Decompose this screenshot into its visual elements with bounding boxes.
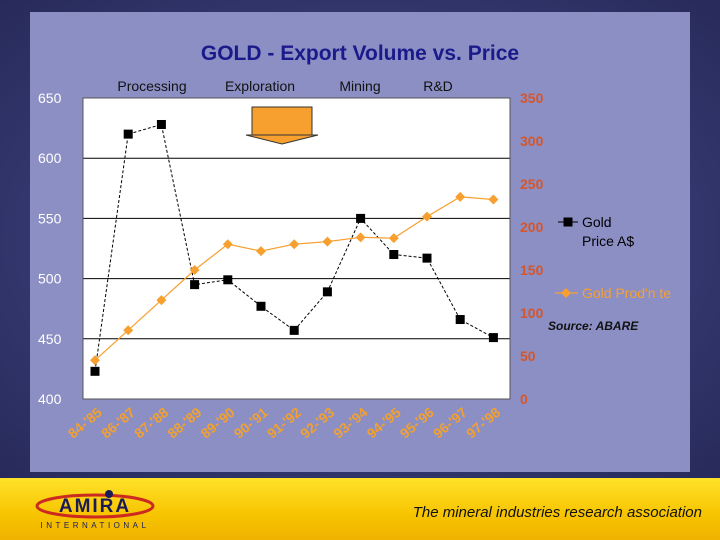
production-point — [488, 194, 499, 205]
amira-logo: AMIRA INTERNATIONAL — [35, 490, 155, 530]
production-point — [222, 239, 233, 250]
x-tick-label: 90-'91 — [231, 404, 271, 442]
x-tick-label: 97-'98 — [463, 404, 503, 442]
stage-label: Mining — [339, 78, 380, 94]
svg-text:AMIRA: AMIRA — [59, 496, 131, 517]
x-tick-label: 96-'97 — [430, 404, 470, 442]
footer-tagline: The mineral industries research associat… — [412, 504, 702, 521]
legend-production-label: Gold Prod'n te — [582, 285, 671, 301]
left-tick-label: 650 — [38, 90, 62, 106]
production-point — [455, 191, 466, 202]
plot-area — [83, 98, 510, 399]
production-point — [388, 233, 399, 244]
svg-text:INTERNATIONAL: INTERNATIONAL — [41, 521, 150, 530]
grid-lines — [82, 97, 511, 400]
legend-price-label-line1: Gold — [582, 214, 612, 230]
production-point — [156, 295, 167, 306]
series-layer — [90, 119, 499, 376]
price-point — [90, 366, 100, 376]
x-axis-ticks: 84-'8586-'8787-'8888-'8989-'9090-'9191-'… — [65, 404, 504, 442]
production-point — [422, 211, 432, 222]
right-tick-label: 200 — [520, 219, 544, 235]
x-tick-label: 84-'85 — [65, 404, 105, 442]
right-axis-ticks: 0 50 100 150 200 250 300 350 — [520, 90, 544, 407]
left-tick-label: 450 — [38, 331, 62, 347]
right-tick-label: 250 — [520, 176, 544, 192]
price-point — [256, 301, 266, 311]
legend-price-label-line2: Price A$ — [582, 233, 634, 249]
right-tick-label: 50 — [520, 348, 536, 364]
right-tick-label: 150 — [520, 262, 544, 278]
production-point — [90, 355, 100, 366]
price-point — [422, 253, 432, 263]
x-tick-label: 95-'96 — [397, 404, 437, 442]
right-tick-label: 100 — [520, 305, 544, 321]
source-note: Source: ABARE — [548, 319, 639, 333]
price-point — [389, 250, 399, 260]
price-point — [223, 275, 233, 285]
production-point — [189, 265, 200, 275]
production-point — [123, 325, 134, 336]
legend-price-marker — [563, 217, 573, 227]
production-point — [322, 236, 333, 247]
down-arrow-icon — [245, 106, 319, 145]
price-point — [289, 325, 299, 335]
legend-production-marker — [561, 288, 571, 298]
footer-bar: AMIRA INTERNATIONAL The mineral industri… — [0, 478, 720, 540]
right-tick-label: 0 — [520, 391, 528, 407]
left-axis-ticks: 400 450 500 550 600 650 — [38, 90, 62, 407]
x-tick-label: 93-'94 — [330, 404, 370, 442]
price-point — [156, 119, 166, 129]
right-tick-label: 350 — [520, 90, 544, 106]
price-point — [190, 280, 200, 290]
production-point — [355, 232, 366, 243]
x-tick-label: 94-'95 — [363, 404, 403, 442]
stage-label: R&D — [423, 78, 453, 94]
x-tick-label: 89-'90 — [197, 404, 237, 442]
x-tick-label: 86-'87 — [98, 404, 138, 442]
chart-panel: GOLD - Export Volume vs. Price Processin… — [30, 12, 690, 472]
price-point — [322, 287, 332, 297]
left-tick-label: 500 — [38, 271, 62, 287]
stage-labels: Processing Exploration Mining R&D — [117, 78, 452, 94]
production-point — [289, 239, 300, 250]
stage-label: Processing — [117, 78, 186, 94]
x-tick-label: 87-'88 — [131, 404, 171, 442]
legend: Gold Price A$ Gold Prod'n te — [555, 214, 671, 301]
price-point — [455, 315, 465, 325]
plot-border — [82, 97, 511, 400]
left-tick-label: 400 — [38, 391, 62, 407]
price-point — [488, 333, 498, 343]
right-tick-label: 300 — [520, 133, 544, 149]
price-point — [356, 213, 366, 223]
price-point — [123, 129, 133, 139]
stage-label: Exploration — [225, 78, 295, 94]
x-tick-label: 88-'89 — [164, 404, 204, 442]
left-tick-label: 600 — [38, 150, 62, 166]
chart-title: GOLD - Export Volume vs. Price — [201, 42, 519, 65]
left-tick-label: 550 — [38, 210, 62, 226]
production-point — [256, 246, 266, 257]
chart: GOLD - Export Volume vs. Price Processin… — [38, 42, 671, 442]
x-tick-label: 91-'92 — [264, 404, 304, 442]
x-tick-label: 92-'93 — [297, 404, 337, 442]
